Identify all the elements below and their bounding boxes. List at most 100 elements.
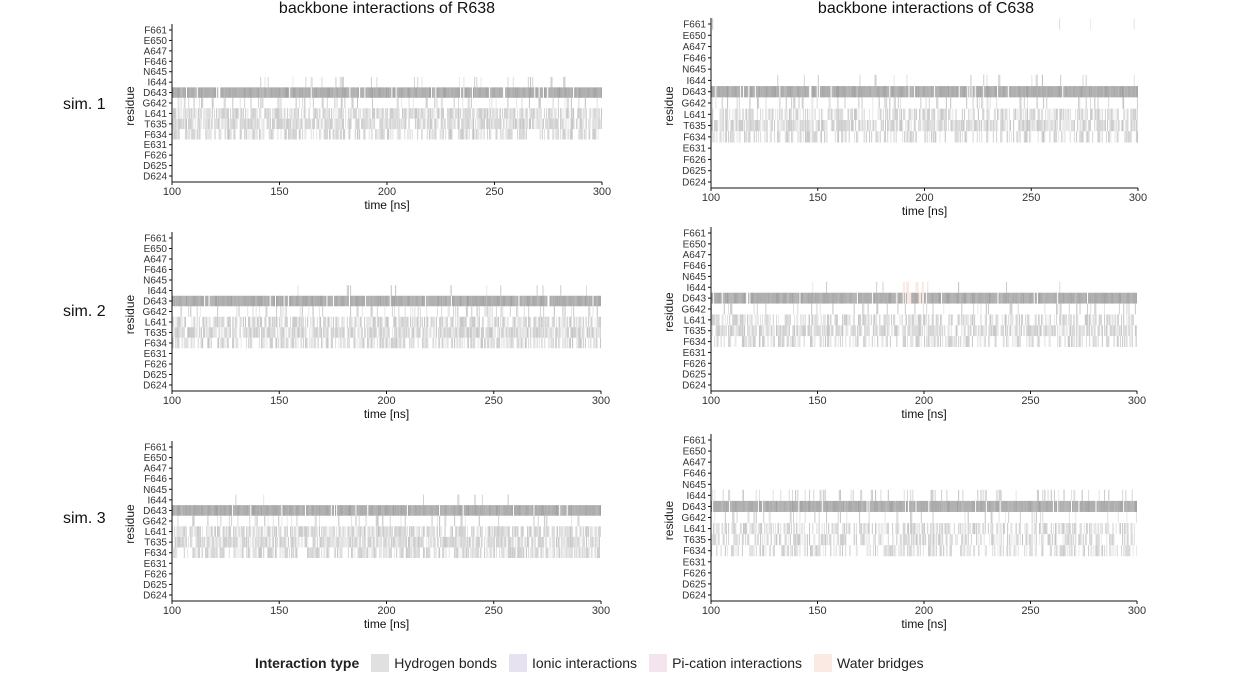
cell xyxy=(847,325,849,337)
cell xyxy=(719,325,721,337)
cell xyxy=(926,325,928,337)
cell xyxy=(854,108,856,120)
cell xyxy=(1097,119,1099,132)
cell xyxy=(227,337,229,349)
cell xyxy=(734,314,736,326)
cell xyxy=(1096,86,1098,98)
cell xyxy=(206,87,208,98)
cell xyxy=(374,108,376,119)
cell xyxy=(472,327,474,338)
cell xyxy=(184,316,186,328)
cell xyxy=(267,327,269,338)
cell xyxy=(357,129,360,140)
cell xyxy=(1134,292,1136,304)
cell xyxy=(1069,131,1071,143)
cell xyxy=(933,131,935,143)
cell xyxy=(507,337,509,349)
cell xyxy=(480,295,482,307)
cell xyxy=(811,303,813,315)
cell xyxy=(495,306,497,317)
cell xyxy=(580,129,582,140)
cell xyxy=(843,86,845,98)
cell xyxy=(722,119,724,132)
cell xyxy=(865,86,867,98)
cell xyxy=(330,316,332,328)
cell xyxy=(358,337,360,349)
cell xyxy=(372,316,374,328)
cell xyxy=(720,292,722,304)
cell xyxy=(247,108,249,119)
cell xyxy=(861,108,863,120)
cell xyxy=(340,118,342,130)
cell xyxy=(500,285,502,296)
cell xyxy=(949,86,951,98)
cell xyxy=(807,292,809,304)
cell xyxy=(1113,119,1115,132)
cell xyxy=(562,118,564,130)
x-axis-label: time [ns] xyxy=(364,198,409,212)
cell xyxy=(899,314,901,326)
cell xyxy=(337,87,339,98)
cell xyxy=(941,325,943,337)
cell xyxy=(1020,119,1022,132)
cell xyxy=(494,118,496,130)
cell xyxy=(1044,325,1046,337)
cell xyxy=(1020,108,1022,120)
cell xyxy=(975,119,977,132)
cell xyxy=(736,108,738,120)
cell xyxy=(449,316,451,328)
cell xyxy=(473,118,475,130)
cell xyxy=(808,314,811,326)
cell xyxy=(756,108,758,120)
cell xyxy=(861,292,863,304)
cell xyxy=(795,86,797,98)
cell xyxy=(346,327,348,338)
cell xyxy=(1127,131,1129,143)
cell xyxy=(465,327,467,338)
cell xyxy=(803,86,805,98)
cell xyxy=(1062,119,1064,132)
cell xyxy=(183,118,185,130)
cell xyxy=(786,131,788,143)
cell xyxy=(528,108,530,119)
cell xyxy=(351,97,353,109)
cell xyxy=(517,316,519,328)
cell xyxy=(1124,292,1126,304)
cell xyxy=(345,97,347,109)
cell xyxy=(558,327,560,338)
cell xyxy=(1125,119,1127,132)
cell xyxy=(1047,325,1049,337)
cell xyxy=(813,86,815,98)
cell xyxy=(314,87,317,98)
cell xyxy=(511,87,513,98)
cell xyxy=(188,337,190,349)
cell xyxy=(1053,292,1055,304)
cell xyxy=(1016,325,1018,337)
cell xyxy=(804,292,806,304)
cell xyxy=(256,87,258,98)
cell xyxy=(757,119,760,132)
cell xyxy=(567,97,569,109)
cell xyxy=(451,337,453,349)
cell xyxy=(744,314,746,326)
cell xyxy=(223,295,225,307)
cell xyxy=(588,87,590,98)
cell xyxy=(1001,86,1003,98)
cell xyxy=(416,295,418,307)
cell xyxy=(794,325,796,337)
cell xyxy=(494,295,496,307)
cell xyxy=(581,87,583,98)
cell xyxy=(1029,108,1031,120)
cell xyxy=(259,129,261,140)
cell xyxy=(1070,292,1073,304)
cell xyxy=(740,314,742,326)
cell xyxy=(788,325,790,337)
cell xyxy=(773,119,776,132)
cell xyxy=(943,108,945,120)
cell xyxy=(432,87,434,98)
cell xyxy=(552,118,554,130)
cell xyxy=(275,108,277,119)
cell xyxy=(509,337,511,349)
cell xyxy=(462,118,464,130)
cell xyxy=(719,292,721,304)
